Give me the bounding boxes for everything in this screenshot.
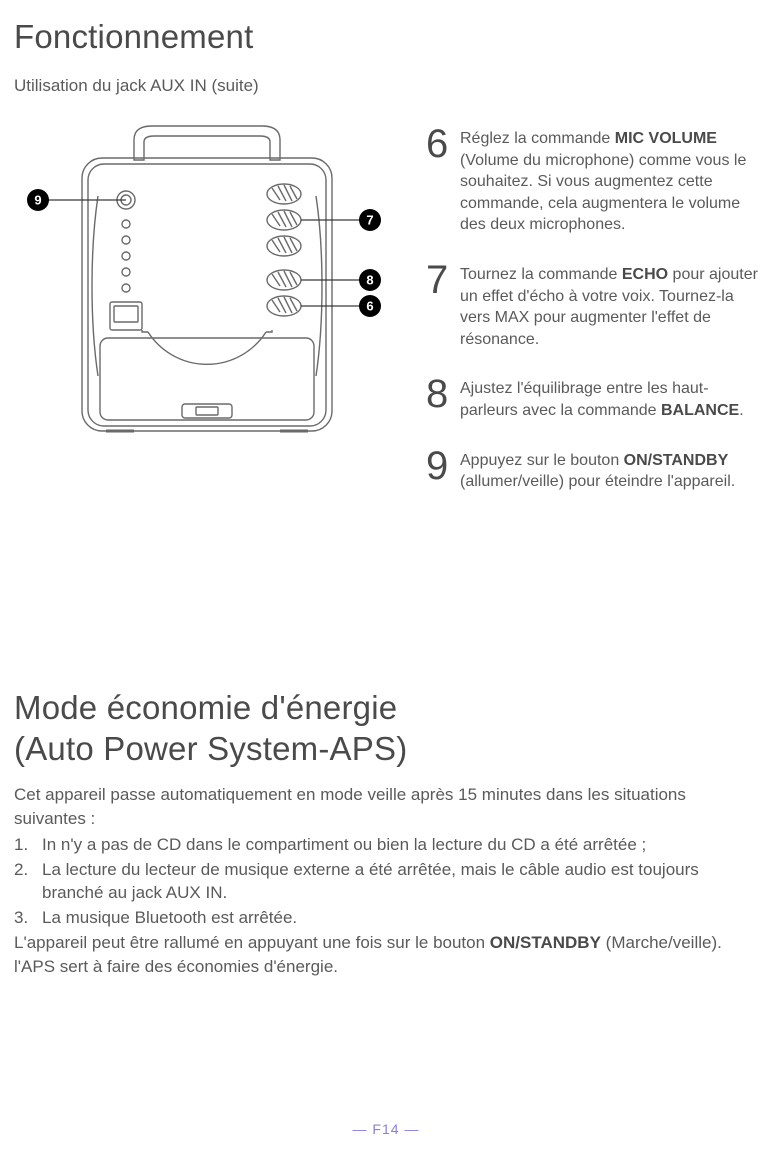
aps-outro-1: L'appareil peut être rallumé en appuyant… bbox=[14, 931, 762, 955]
step-num: 7 bbox=[426, 260, 460, 300]
callout-7: 7 bbox=[366, 213, 373, 228]
list-item: In n'y a pas de CD dans le compartiment … bbox=[14, 833, 762, 857]
callout-8: 8 bbox=[366, 273, 373, 288]
top-section: 9 7 8 6 6 Réglez la commande MIC VOLUME … bbox=[14, 124, 762, 517]
step-7: 7 Tournez la commande ECHO pour ajouter … bbox=[426, 260, 762, 350]
title2-line1: Mode économie d'énergie bbox=[14, 689, 397, 726]
section-title-1: Fonctionnement bbox=[14, 18, 762, 56]
step-text: Tournez la commande ECHO pour ajouter un… bbox=[460, 260, 762, 350]
aps-list: In n'y a pas de CD dans le compartiment … bbox=[14, 833, 762, 930]
section-title-2: Mode économie d'énergie (Auto Power Syst… bbox=[14, 687, 762, 770]
step-9: 9 Appuyez sur le bouton ON/STANDBY (allu… bbox=[426, 446, 762, 493]
step-num: 9 bbox=[426, 446, 460, 486]
section-2: Mode économie d'énergie (Auto Power Syst… bbox=[14, 687, 762, 979]
device-diagram: 9 7 8 6 bbox=[14, 124, 404, 440]
step-text: Appuyez sur le bouton ON/STANDBY (allume… bbox=[460, 446, 762, 493]
step-text: Réglez la commande MIC VOLUME (Volume du… bbox=[460, 124, 762, 236]
step-8: 8 Ajustez l'équilibrage entre les haut-p… bbox=[426, 374, 762, 421]
title2-line2: (Auto Power System-APS) bbox=[14, 730, 407, 767]
steps-list: 6 Réglez la commande MIC VOLUME (Volume … bbox=[426, 124, 762, 517]
step-text: Ajustez l'équilibrage entre les haut-par… bbox=[460, 374, 762, 421]
list-item: La musique Bluetooth est arrêtée. bbox=[14, 906, 762, 930]
callout-9: 9 bbox=[34, 193, 41, 208]
page-number: — F14 — bbox=[0, 1121, 772, 1137]
step-num: 8 bbox=[426, 374, 460, 414]
aps-outro-2: l'APS sert à faire des économies d'énerg… bbox=[14, 955, 762, 979]
section-subtitle: Utilisation du jack AUX IN (suite) bbox=[14, 76, 762, 96]
callout-6: 6 bbox=[366, 299, 373, 314]
list-item: La lecture du lecteur de musique externe… bbox=[14, 858, 762, 906]
aps-intro: Cet appareil passe automatiquement en mo… bbox=[14, 783, 762, 831]
step-num: 6 bbox=[426, 124, 460, 164]
step-6: 6 Réglez la commande MIC VOLUME (Volume … bbox=[426, 124, 762, 236]
